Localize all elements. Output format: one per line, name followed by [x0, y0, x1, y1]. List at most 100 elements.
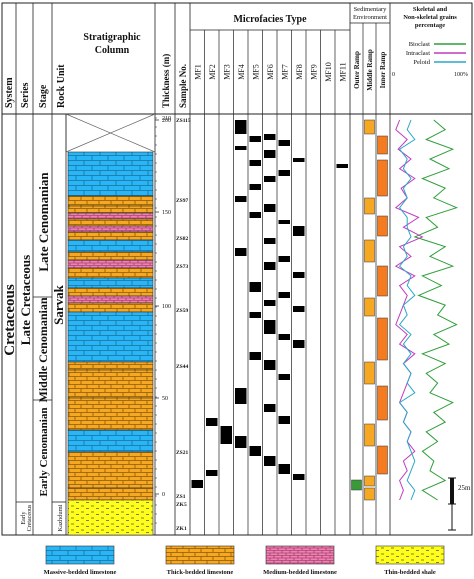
microfacies-bar [264, 262, 276, 270]
microfacies-bar [235, 120, 247, 134]
microfacies-bar [191, 480, 203, 488]
header-grains-line2: Non-skeletal grains [403, 14, 457, 21]
strat-layer-massive [67, 239, 154, 253]
header-grains-line1: Skeletal and [413, 6, 448, 13]
strat-layer-massive [67, 311, 154, 363]
figure-frame [1, 2, 473, 536]
header-microfacies: Microfacies Type [233, 14, 307, 25]
sample-zs73: ZS73 [176, 264, 188, 270]
microfacies-label-8: MF8 [295, 64, 304, 80]
environment-bar [377, 215, 388, 237]
environment-label-1: Outer Ramp [353, 51, 361, 89]
header-strat-col-line1: Stratigraphic [83, 32, 141, 43]
microfacies-bar [249, 136, 261, 142]
microfacies-bar [293, 474, 305, 480]
microfacies-bar [264, 150, 276, 158]
microfacies-label-5: MF5 [251, 64, 260, 80]
environment-bar [364, 487, 375, 501]
sample-zs97: ZS97 [176, 198, 188, 204]
microfacies-bar [278, 220, 290, 224]
strat-layer-thick [67, 205, 154, 214]
microfacies-label-9: MF9 [309, 64, 318, 80]
microfacies-bar [235, 388, 247, 404]
system-label: Cretaceous [2, 284, 18, 356]
microfacies-bar [249, 184, 261, 190]
header-grains-line3: percentage [415, 22, 445, 29]
microfacies-bar [336, 164, 348, 168]
strat-layer-thick [67, 195, 154, 207]
scale-bar: 25m [448, 477, 471, 531]
thickness-tick-50: 50 [162, 396, 168, 402]
legend-swatch-massive [45, 545, 115, 565]
microfacies-label-4: MF4 [237, 64, 246, 80]
sample-zk1: ZK1 [176, 526, 187, 532]
environment-bar [377, 317, 388, 361]
microfacies-label-11: MF11 [338, 62, 347, 81]
microfacies-bar [264, 134, 276, 140]
environment-bar [364, 119, 375, 135]
environment-bar [377, 265, 388, 297]
microfacies-label-3: MF3 [222, 64, 231, 80]
header-thickness: Thickness (m) [161, 54, 171, 108]
bioclast-curve [413, 119, 459, 501]
series-upper-label: Late Cretaceous [18, 255, 33, 345]
header-system: System [4, 77, 15, 108]
sample-zs82: ZS82 [176, 236, 188, 242]
strat-layer-thick [67, 361, 154, 371]
strat-layer-medium [67, 259, 154, 269]
strat-layer-thick [67, 218, 154, 227]
microfacies-bar [264, 456, 276, 466]
microfacies-columns: MF1 MF2 MF3 MF4 MF5 MF6 MF7 MF8 MF9 MF10 MF11 [190, 29, 350, 535]
microfacies-bar [235, 146, 247, 150]
microfacies-bar [293, 226, 305, 236]
strat-layer-thick [67, 267, 154, 279]
microfacies-bar [278, 334, 290, 340]
microfacies-bar [293, 158, 305, 162]
microfacies-bar [264, 404, 276, 412]
column-dividers [15, 3, 391, 535]
legend-label-shale: Thin-bedded shale [384, 569, 436, 576]
strat-layer-medium [67, 225, 154, 233]
microfacies-label-1: MF1 [193, 64, 202, 80]
lithology-legend: Massive-bedded limestone Thick-bedded lim… [44, 545, 445, 576]
strat-layer-medium [67, 295, 154, 304]
unit-lower-label: Kazhdumi [57, 504, 64, 531]
header-rock-unit: Rock Unit [56, 64, 67, 108]
environment-bar [377, 135, 388, 155]
unit-upper-label: Sarvak [51, 284, 66, 325]
series-lower-line2: Cretaceous [27, 504, 33, 531]
header-sample-no: Sample No. [178, 64, 188, 108]
strat-layer-massive [67, 277, 154, 289]
sample-zs44: ZS44 [176, 364, 188, 370]
thickness-tick-200: 200 [162, 118, 171, 124]
strat-layer-thick [67, 487, 154, 501]
microfacies-bar [278, 256, 290, 262]
microfacies-bar [293, 340, 305, 348]
microfacies-bar [235, 248, 247, 256]
microfacies-bar [206, 470, 218, 476]
environment-label-2: Middle Ramp [366, 49, 374, 91]
environment-bar [364, 361, 375, 385]
scale-bar-label: 25m [458, 484, 471, 492]
stage-late-label: Late Cenomanian [36, 172, 51, 272]
header-sed-env-line2: Environment [353, 14, 387, 21]
environment-bar [364, 197, 375, 215]
sample-zs21: ZS21 [176, 450, 188, 456]
environment-bars [351, 119, 388, 501]
environment-bar [377, 445, 388, 475]
sample-zs115: ZS115 [176, 118, 191, 124]
microfacies-bar [249, 282, 261, 292]
microfacies-bar [220, 426, 232, 444]
microfacies-label-10: MF10 [324, 62, 333, 82]
legend-swatch-shale [375, 545, 445, 565]
microfacies-bar [264, 204, 276, 212]
microfacies-bar [249, 212, 261, 218]
intraclast-curve [394, 119, 424, 501]
legend-label-thick: Thick-bedded limestone [167, 569, 234, 576]
environment-columns: Outer Ramp Middle Ramp Inner Ramp [350, 22, 390, 535]
environment-bar [377, 385, 388, 421]
microfacies-bar [206, 418, 218, 426]
microfacies-bar [249, 312, 261, 318]
